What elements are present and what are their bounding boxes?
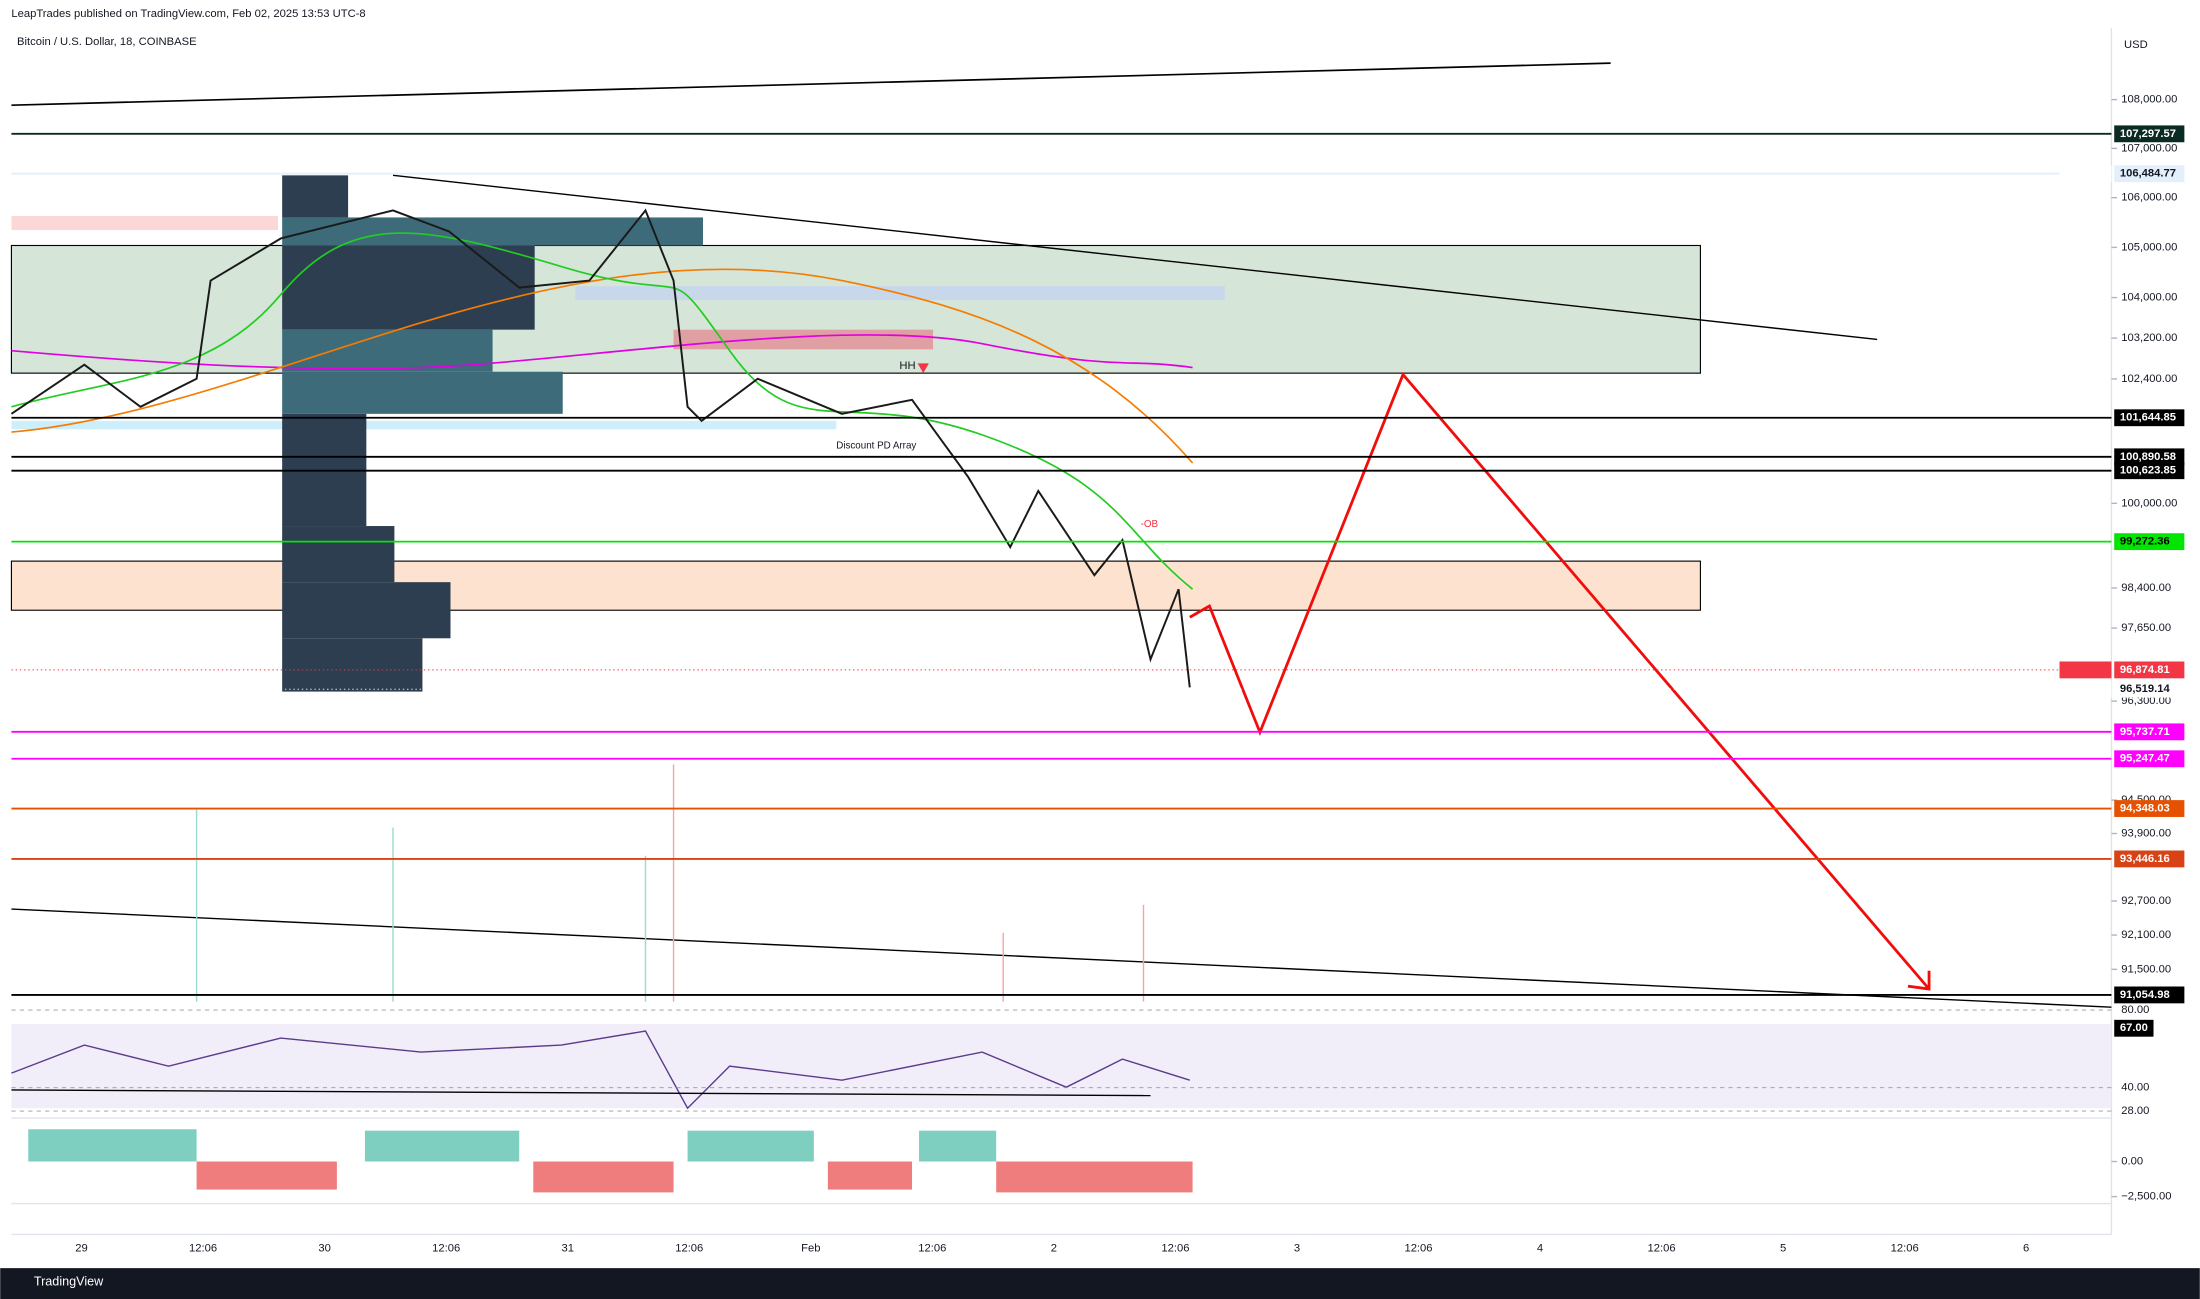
time-tick-label: 3 bbox=[1294, 1242, 1300, 1254]
ma-line bbox=[11, 334, 1193, 370]
trend-line bbox=[11, 62, 1611, 107]
rsi-tag-label: 67.00 bbox=[2120, 1022, 2148, 1034]
price-tick-label: 98,400.00 bbox=[2121, 582, 2171, 594]
price-tag-label: 91,054.98 bbox=[2120, 989, 2170, 1001]
rsi-tick-label: 40.00 bbox=[2121, 1082, 2149, 1094]
time-tick-label: 12:06 bbox=[918, 1242, 946, 1254]
price-tick-label: 100,000.00 bbox=[2121, 497, 2177, 509]
price-tag-label: 100,890.58 bbox=[2120, 451, 2176, 463]
price-tag bbox=[2114, 850, 2185, 868]
symbol: Bitcoin / U.S. Dollar, 18, COINBASE bbox=[17, 36, 197, 48]
price-tag bbox=[2114, 448, 2185, 466]
price-tag-label: 94,348.03 bbox=[2120, 803, 2170, 815]
price-tag bbox=[2114, 750, 2185, 768]
price-tag bbox=[2114, 800, 2185, 817]
price-tick-label: 96,300.00 bbox=[2121, 695, 2171, 707]
volume-bars bbox=[195, 764, 1145, 1002]
price-tag-name-bg bbox=[2059, 680, 2112, 698]
price-tick-label: 107,000.00 bbox=[2121, 142, 2177, 154]
price-tag-label: 99,272.36 bbox=[2120, 536, 2170, 548]
price-tag bbox=[2114, 125, 2185, 143]
time-tick-label: 6 bbox=[2023, 1242, 2029, 1254]
hh-label: HH bbox=[899, 360, 915, 372]
time-tick-label: 12:06 bbox=[675, 1242, 703, 1254]
price-tag-label: 101,644.85 bbox=[2120, 412, 2176, 424]
macd-tick-label: −2,500.00 bbox=[2121, 1191, 2171, 1203]
price-tag bbox=[2114, 165, 2185, 183]
time-tick-label: 12:06 bbox=[189, 1242, 217, 1254]
ma-line bbox=[11, 232, 1194, 590]
footer: TradingView bbox=[34, 1274, 104, 1288]
currency: USD bbox=[2124, 39, 2148, 51]
price-tag-label: 100,623.85 bbox=[2120, 465, 2176, 477]
trend-line bbox=[392, 174, 1878, 341]
rsi-tick-label: 28.00 bbox=[2121, 1105, 2149, 1117]
demand-zone bbox=[10, 560, 1701, 611]
price-tag-label: 95,247.47 bbox=[2120, 753, 2170, 765]
time-tick-label: 2 bbox=[1051, 1242, 1057, 1254]
supply-zone bbox=[10, 244, 1701, 374]
price-tag bbox=[2114, 661, 2185, 679]
time-tick-label: 4 bbox=[1537, 1242, 1543, 1254]
time-tick-label: 12:06 bbox=[1161, 1242, 1189, 1254]
price-tick-label: 91,500.00 bbox=[2121, 963, 2171, 975]
ob-label: -OB bbox=[1141, 519, 1159, 530]
rsi-band bbox=[11, 1024, 2112, 1109]
rsi-trend bbox=[11, 1089, 1151, 1097]
price-tag-name-bg bbox=[2059, 165, 2112, 183]
price-tick-label: 102,400.00 bbox=[2121, 373, 2177, 385]
price-tick-label: 106,000.00 bbox=[2121, 192, 2177, 204]
price-tick-label: 108,000.00 bbox=[2121, 94, 2177, 106]
price-tag-label: 96,874.81 bbox=[2120, 664, 2170, 676]
ob-zone bbox=[11, 216, 278, 231]
publisher: LeapTrades published on TradingView.com,… bbox=[11, 8, 365, 20]
pd-array-label: Discount PD Array bbox=[836, 441, 916, 452]
price-tag-label: 106,484.77 bbox=[2120, 168, 2176, 180]
price-tag-label: 95,737.71 bbox=[2120, 726, 2170, 738]
projection-arrow bbox=[1907, 970, 1931, 991]
volume-profile bbox=[282, 175, 704, 692]
price-tick-label: 92,700.00 bbox=[2121, 895, 2171, 907]
price-tag bbox=[2114, 723, 2185, 741]
price-tick-label: 97,650.00 bbox=[2121, 622, 2171, 634]
time-tick-label: 31 bbox=[561, 1242, 573, 1254]
ob-zone bbox=[673, 329, 934, 350]
time-tick-label: 12:06 bbox=[1404, 1242, 1432, 1254]
time-tick-label: 12:06 bbox=[432, 1242, 460, 1254]
price-tag bbox=[2114, 409, 2185, 427]
price-tick-label: 93,900.00 bbox=[2121, 827, 2171, 839]
price-tick-label: 105,000.00 bbox=[2121, 241, 2177, 253]
ma-line bbox=[11, 268, 1194, 464]
price-tag-label: 107,297.57 bbox=[2120, 128, 2176, 140]
price-tick-label: 104,000.00 bbox=[2121, 292, 2177, 304]
price-tag bbox=[2114, 533, 2185, 551]
price-tick-label: 103,200.00 bbox=[2121, 332, 2177, 344]
trend-line bbox=[11, 908, 2112, 1008]
price-path bbox=[10, 208, 1191, 688]
liquidity-zone bbox=[11, 420, 837, 430]
price-tag bbox=[2114, 462, 2185, 480]
time-tick-label: Feb bbox=[801, 1242, 820, 1254]
rsi-tag bbox=[2114, 1019, 2154, 1037]
time-tick-label: 30 bbox=[318, 1242, 330, 1254]
macd-tick-label: 0.00 bbox=[2121, 1155, 2143, 1167]
time-tick-label: 5 bbox=[1780, 1242, 1786, 1254]
price-tick-label: 92,100.00 bbox=[2121, 929, 2171, 941]
footer-bar bbox=[0, 1268, 2200, 1299]
time-tick-label: 12:06 bbox=[1648, 1242, 1676, 1254]
rsi-tick-label: 80.00 bbox=[2121, 1004, 2149, 1016]
time-tick-label: 29 bbox=[75, 1242, 87, 1254]
time-tick-label: 12:06 bbox=[1891, 1242, 1919, 1254]
price-tag-label: 96,519.14 bbox=[2120, 683, 2171, 695]
price-tag-label: 93,446.16 bbox=[2120, 853, 2170, 865]
price-tag bbox=[2114, 680, 2185, 698]
macd-histogram bbox=[28, 1129, 1193, 1193]
rsi-line bbox=[11, 1030, 1190, 1110]
hh-marker bbox=[917, 363, 929, 374]
price-tag bbox=[2114, 986, 2185, 1004]
price-tag-name-bg bbox=[2059, 661, 2112, 679]
